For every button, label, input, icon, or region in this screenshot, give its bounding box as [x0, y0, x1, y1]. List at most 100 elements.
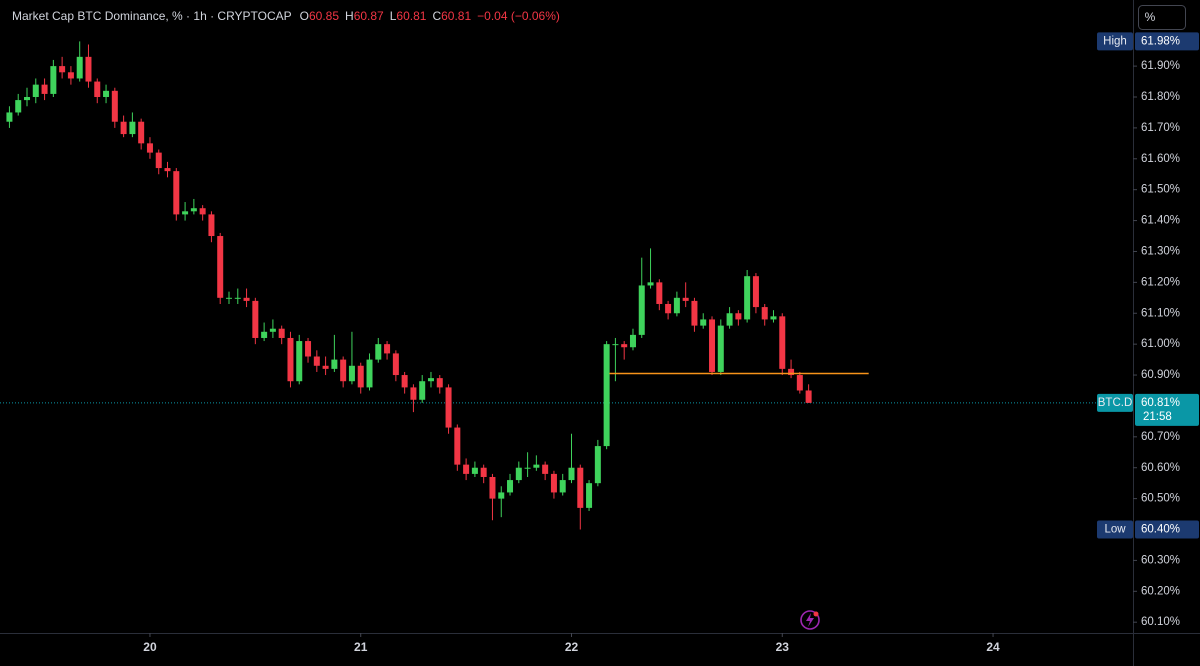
candle-body — [173, 171, 180, 215]
candle-body — [261, 331, 268, 338]
price-marker-value: 60.81% — [1141, 397, 1180, 409]
ohlc-value: 60.81 — [441, 9, 471, 23]
ohlc-value: 60.87 — [354, 9, 384, 23]
x-tick-label: 24 — [986, 640, 1000, 654]
ohlc-label: O — [300, 9, 309, 23]
candle-body — [217, 236, 224, 298]
price-marker: Low 60.40% — [1097, 520, 1199, 539]
candle-body — [744, 276, 751, 320]
candle-body — [445, 387, 452, 428]
candle-body — [182, 211, 189, 215]
candle-body — [146, 143, 153, 153]
candle-body — [603, 344, 610, 447]
candle-body — [507, 480, 514, 493]
candle-body — [788, 368, 795, 376]
candle-body — [682, 297, 689, 301]
candle-body — [489, 476, 496, 499]
alert-ring — [800, 610, 820, 630]
price-marker-value-box — [1135, 520, 1199, 539]
price-marker: BTC.D 60.81% 21:58 — [1097, 393, 1199, 426]
candle-body — [138, 121, 145, 144]
candle-body — [401, 375, 408, 388]
candle-body — [50, 66, 57, 94]
candle-body — [252, 300, 259, 338]
candle-body — [76, 56, 83, 79]
candle-body — [243, 297, 250, 301]
price-marker-name-box — [1097, 393, 1133, 412]
y-tick-label: 61.30% — [1141, 246, 1180, 258]
candle-body — [427, 378, 434, 382]
candle-body — [340, 359, 347, 382]
price-marker-name-box — [1097, 520, 1133, 539]
price-marker-name-box — [1097, 32, 1133, 51]
candle-body — [480, 467, 487, 477]
ohlc-label: C — [432, 9, 441, 23]
candle-body — [647, 282, 654, 286]
alert-icon[interactable] — [800, 610, 820, 630]
y-tick-label: 60.10% — [1141, 616, 1180, 628]
ohlc-label: L — [390, 9, 397, 23]
alert-dot — [813, 611, 819, 617]
change-label: −0.04 (−0.06%) — [477, 9, 560, 23]
candle-body — [384, 344, 391, 354]
x-tick-label: 23 — [776, 640, 790, 654]
candle-body — [41, 84, 48, 94]
candle-body — [796, 375, 803, 391]
y-tick-label: 60.30% — [1141, 554, 1180, 566]
y-tick-label: 60.90% — [1141, 369, 1180, 381]
candle-body — [612, 344, 619, 346]
chart-header: Market Cap BTC Dominance, % · 1h · CRYPT… — [12, 9, 560, 23]
candle-body — [761, 307, 768, 320]
candle-body — [392, 353, 399, 376]
candle-body — [6, 112, 13, 122]
candle-body — [155, 152, 162, 169]
y-tick-label: 60.60% — [1141, 462, 1180, 474]
scale-mode-label: % — [1145, 10, 1156, 24]
chart-title: Market Cap BTC Dominance, % · 1h · CRYPT… — [12, 9, 292, 23]
candle-body — [313, 356, 320, 366]
candle-body — [269, 328, 276, 332]
candle-body — [594, 446, 601, 484]
scale-mode-button[interactable]: % — [1138, 5, 1186, 30]
candle-body — [779, 316, 786, 369]
candle-body — [542, 464, 549, 474]
candle-body — [366, 359, 373, 388]
candle-body — [111, 90, 118, 122]
scale-mode-box — [1138, 5, 1186, 30]
candle-body — [577, 467, 584, 508]
candle-body — [752, 276, 759, 308]
y-tick-label: 60.50% — [1141, 493, 1180, 505]
candle-body — [673, 297, 680, 314]
candle-body — [629, 334, 636, 348]
price-marker-value: 60.40% — [1141, 524, 1180, 536]
price-marker-value: 61.98% — [1141, 35, 1180, 47]
candle-body — [498, 492, 505, 499]
y-tick-label: 61.00% — [1141, 338, 1180, 350]
candle-body — [234, 297, 241, 299]
candle-body — [129, 121, 136, 135]
candle-body — [770, 316, 777, 320]
candle-body — [225, 297, 232, 299]
candle-body — [735, 313, 742, 320]
price-marker-value-box — [1135, 32, 1199, 51]
candle-body — [322, 365, 329, 369]
candle-body — [656, 282, 663, 304]
y-tick-label: 61.90% — [1141, 60, 1180, 72]
candle-body — [419, 381, 426, 400]
candle-body — [700, 319, 707, 326]
y-tick-label: 61.50% — [1141, 184, 1180, 196]
candle-body — [471, 467, 478, 474]
candle-body — [208, 214, 215, 237]
candle-body — [709, 319, 716, 372]
candle-body — [665, 303, 672, 314]
price-marker-name: High — [1103, 35, 1127, 47]
candle-body — [296, 341, 303, 382]
candle-body — [726, 313, 733, 326]
candle-body — [357, 365, 364, 388]
y-tick-label: 61.10% — [1141, 307, 1180, 319]
candle-body — [691, 300, 698, 326]
y-tick-label: 61.20% — [1141, 276, 1180, 288]
price-marker: High 61.98% — [1097, 32, 1199, 51]
candle-body — [436, 378, 443, 388]
